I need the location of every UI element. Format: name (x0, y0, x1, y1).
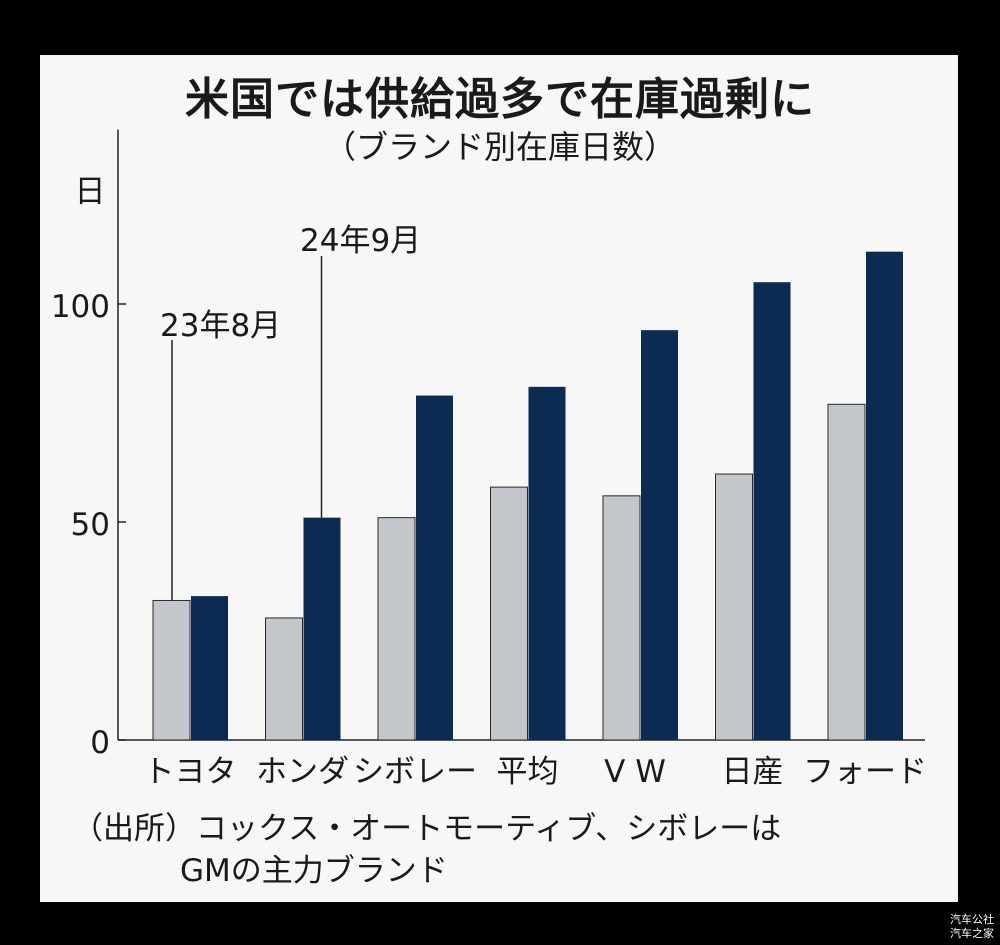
callout-label-series-0: 23年8月 (160, 308, 281, 344)
bar-1-series-0 (265, 617, 303, 741)
bar-3-series-0 (490, 486, 528, 741)
x-tick-label-4: VW (604, 754, 676, 790)
bar-4-series-1 (641, 330, 678, 740)
bar-5-series-0 (715, 473, 753, 741)
callout-label-series-1: 24年9月 (300, 223, 421, 259)
bar-3-series-1 (528, 386, 566, 740)
x-tick-label-6: フォード (803, 754, 927, 790)
bar-0-series-0 (152, 599, 191, 741)
x-tick-label-0: トヨタ (144, 754, 237, 790)
x-tick-label-5: 日産 (722, 754, 784, 790)
source-note-line1: （出所）コックス・オートモーティブ、シボレーは (72, 811, 782, 847)
bar-2-series-0 (377, 517, 416, 741)
watermark: 汽车公社 汽车之家 (950, 913, 994, 941)
watermark-line2: 汽车之家 (950, 927, 994, 940)
bar-6-series-1 (866, 251, 903, 740)
bar-6-series-0 (827, 403, 866, 741)
bar-2-series-1 (416, 395, 453, 740)
bar-0-series-1 (191, 596, 228, 740)
watermark-line1: 汽车公社 (950, 913, 994, 926)
bar-4-series-0 (602, 495, 641, 741)
x-tick-label-2: シボレー (353, 754, 477, 790)
y-axis-unit: 日 (75, 174, 106, 210)
y-tick-label-100: 100 (51, 289, 110, 325)
bar-5-series-1 (753, 282, 791, 740)
x-tick-label-1: ホンダ (256, 754, 349, 790)
source-note: （出所）コックス・オートモーティブ、シボレーは GMの主力ブランド (72, 808, 781, 892)
y-tick-label-50: 50 (71, 507, 110, 543)
chart-title: 米国では供給過多で在庫過剰に (185, 74, 815, 125)
bar-1-series-1 (303, 517, 341, 740)
chart-subtitle: （ブランド別在庫日数） (323, 128, 676, 166)
source-note-line2: GMの主力ブランド (180, 853, 448, 889)
y-tick-label-0: 0 (90, 725, 110, 761)
x-tick-label-3: 平均 (497, 754, 559, 790)
chart-panel (40, 55, 958, 902)
